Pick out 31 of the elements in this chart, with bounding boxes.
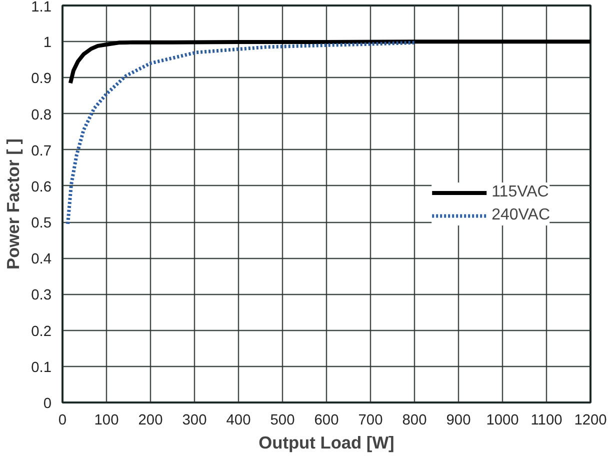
- y-tick-label: 0: [43, 396, 52, 412]
- x-tick-label: 1000: [486, 412, 519, 428]
- y-tick-label: 0.2: [31, 324, 52, 340]
- x-tick-label: 600: [314, 412, 339, 428]
- y-tick-label: 0.5: [31, 216, 52, 232]
- x-tick-label: 900: [446, 412, 471, 428]
- y-tick-label: 0.3: [31, 288, 52, 304]
- y-tick-label: 0.8: [31, 107, 52, 124]
- y-tick-label: 0.1: [31, 360, 52, 376]
- x-tick-label: 1200: [574, 412, 607, 428]
- y-tick-label: 0.4: [31, 252, 52, 268]
- x-tick-label: 500: [270, 412, 295, 428]
- legend-label: 115VAC: [492, 183, 549, 201]
- y-axis-title: Power Factor [ ]: [3, 138, 24, 270]
- y-tick-label: 0.7: [31, 143, 52, 160]
- x-tick-label: 100: [94, 412, 119, 428]
- legend-label: 240VAC: [492, 206, 550, 224]
- x-tick-label: 0: [58, 412, 67, 428]
- x-tick-label: 700: [358, 412, 383, 428]
- y-tick-label: 0.9: [31, 71, 52, 88]
- line-series: [66, 40, 416, 226]
- x-tick-label: 300: [182, 412, 207, 428]
- y-tick-label: 1.1: [31, 0, 52, 16]
- x-tick-label: 400: [226, 412, 251, 428]
- y-tick-label: 0.6: [31, 179, 52, 196]
- x-tick-label: 800: [402, 412, 427, 428]
- x-axis-title: Output Load [W]: [258, 432, 394, 452]
- x-tick-label: 1100: [530, 412, 562, 428]
- line-series: [68, 40, 590, 86]
- y-tick-label: 1: [43, 35, 52, 52]
- x-tick-label: 200: [138, 412, 163, 428]
